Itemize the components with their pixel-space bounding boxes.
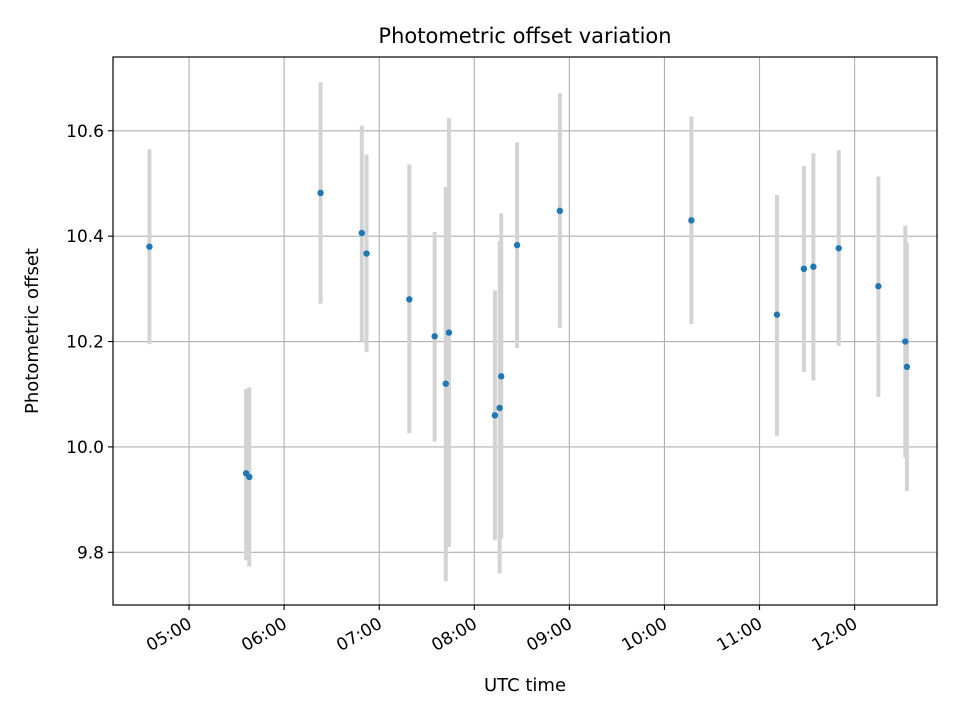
chart-title: Photometric offset variation bbox=[378, 24, 671, 48]
y-tick-label: 10.6 bbox=[66, 122, 104, 142]
data-point bbox=[406, 296, 413, 303]
data-point bbox=[363, 250, 370, 257]
data-point bbox=[246, 473, 253, 481]
point-layer bbox=[146, 189, 911, 481]
y-axis-ticks: 9.8 10.0 10.2 10.4 10.6 bbox=[66, 122, 113, 563]
y-tick-label: 10.2 bbox=[66, 333, 104, 353]
data-point bbox=[146, 243, 153, 250]
data-point bbox=[445, 329, 453, 336]
data-point bbox=[442, 380, 449, 387]
y-tick-label: 10.0 bbox=[66, 438, 104, 458]
data-point bbox=[317, 189, 324, 197]
data-point bbox=[496, 404, 503, 412]
x-axis-label: UTC time bbox=[484, 675, 566, 696]
y-axis-label: Photometric offset bbox=[22, 248, 43, 414]
data-point bbox=[903, 363, 911, 371]
data-point bbox=[800, 265, 808, 273]
data-point bbox=[358, 229, 365, 237]
y-tick-label: 9.8 bbox=[77, 543, 104, 563]
data-point bbox=[875, 283, 882, 290]
data-point bbox=[835, 245, 842, 252]
data-point bbox=[773, 311, 781, 318]
data-point bbox=[810, 263, 817, 270]
data-point bbox=[431, 333, 438, 340]
data-point bbox=[556, 207, 564, 215]
grid-layer bbox=[113, 57, 937, 605]
data-point bbox=[498, 373, 505, 380]
data-point bbox=[902, 338, 909, 345]
y-tick-label: 10.4 bbox=[66, 227, 104, 247]
data-point bbox=[688, 217, 695, 224]
data-point bbox=[491, 412, 499, 419]
data-point bbox=[513, 241, 521, 249]
plot-area-frame bbox=[112, 56, 938, 606]
